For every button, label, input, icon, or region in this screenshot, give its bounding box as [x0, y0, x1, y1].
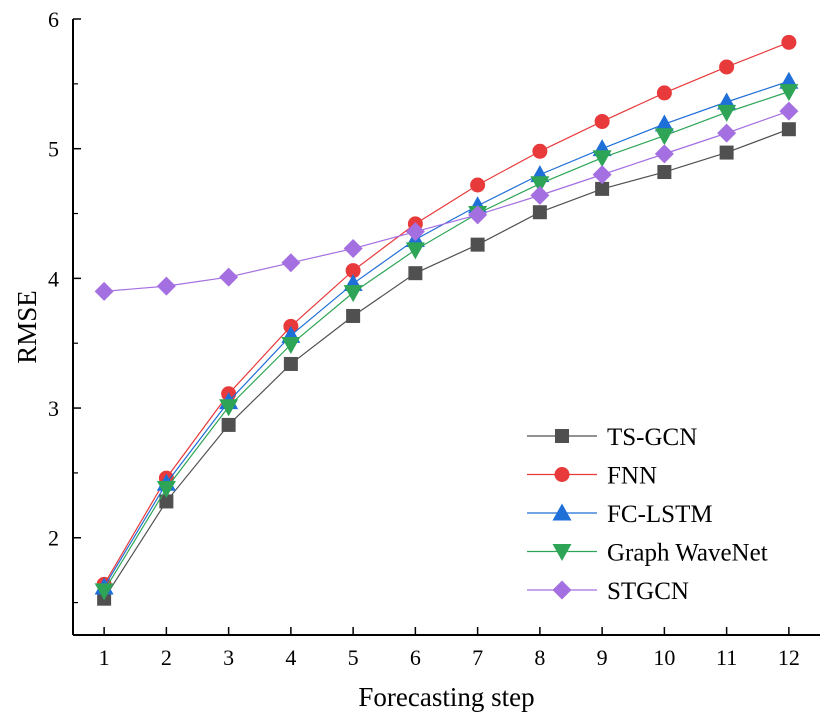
- data-point: [283, 356, 298, 371]
- data-point: [779, 84, 799, 102]
- data-point: [530, 176, 550, 194]
- data-point: [468, 205, 488, 225]
- data-point: [408, 266, 423, 281]
- data-point: [654, 144, 674, 164]
- series-stgcn: [94, 101, 799, 301]
- legend-item-fc-lstm: FC-LSTM: [527, 501, 713, 528]
- legend-item-graph-wavenet: Graph WaveNet: [527, 540, 768, 567]
- data-point: [532, 205, 547, 220]
- data-point: [779, 101, 799, 121]
- x-tick-label: 7: [472, 645, 483, 670]
- data-point: [219, 267, 239, 287]
- data-point: [219, 399, 239, 417]
- data-point: [343, 285, 363, 303]
- x-axis-title: Forecasting step: [358, 682, 534, 712]
- legend-label: STGCN: [607, 578, 689, 605]
- data-point: [94, 281, 114, 301]
- legend-marker: [552, 544, 572, 561]
- legend-label: FC-LSTM: [607, 501, 713, 528]
- data-point: [532, 143, 548, 159]
- legend-label: TS-GCN: [607, 424, 697, 451]
- x-tick-label: 8: [534, 645, 545, 670]
- x-tick-label: 1: [99, 645, 110, 670]
- legend-item-fnn: FNN: [527, 463, 657, 490]
- legend-marker: [554, 467, 570, 482]
- data-point: [221, 417, 236, 432]
- data-point: [781, 34, 797, 50]
- data-point: [717, 104, 737, 122]
- data-point: [343, 239, 363, 259]
- x-tick-label: 9: [597, 645, 608, 670]
- data-point: [781, 122, 796, 137]
- data-point: [405, 242, 425, 260]
- data-point: [156, 276, 176, 296]
- data-point: [717, 123, 737, 143]
- data-point: [594, 113, 610, 129]
- y-tick-label: 4: [48, 266, 59, 291]
- y-tick-label: 6: [48, 7, 59, 32]
- series-line: [103, 91, 790, 592]
- x-tick-label: 12: [778, 645, 800, 670]
- data-point: [530, 185, 550, 205]
- x-tick-label: 2: [161, 645, 172, 670]
- legend: TS-GCN FNN FC-LSTM Graph WaveNet STGCN: [527, 424, 768, 605]
- y-tick-label: 2: [48, 526, 59, 551]
- data-point: [654, 128, 674, 146]
- y-tick-label: 5: [48, 137, 59, 162]
- x-tick-label: 3: [223, 645, 234, 670]
- y-tick-label: 3: [48, 396, 59, 421]
- data-point: [346, 308, 361, 323]
- legend-item-stgcn: STGCN: [527, 578, 689, 605]
- data-point: [595, 181, 610, 196]
- legend-marker: [555, 429, 569, 443]
- data-point: [345, 263, 361, 279]
- legend-marker: [552, 503, 572, 521]
- data-point: [656, 85, 672, 101]
- data-point: [405, 222, 425, 242]
- data-point: [94, 583, 114, 601]
- x-tick-label: 6: [410, 645, 421, 670]
- data-point: [592, 150, 612, 168]
- data-point: [719, 145, 734, 160]
- legend-item-ts-gcn: TS-GCN: [527, 424, 697, 451]
- series-line: [103, 128, 790, 600]
- data-point: [592, 165, 612, 185]
- legend-label: FNN: [607, 463, 657, 490]
- data-point: [159, 494, 174, 509]
- legend-label: Graph WaveNet: [607, 540, 768, 567]
- x-tick-label: 11: [716, 645, 737, 670]
- data-point: [156, 480, 176, 498]
- series-line: [103, 80, 790, 588]
- x-tick-label: 4: [285, 645, 296, 670]
- data-point: [657, 165, 672, 180]
- data-point: [470, 177, 486, 193]
- data-point: [719, 59, 735, 75]
- series-line: [104, 110, 790, 292]
- data-point: [281, 253, 301, 273]
- series-line: [103, 41, 790, 585]
- data-point: [281, 337, 301, 355]
- series-layer: [94, 34, 799, 606]
- x-tick-label: 5: [348, 645, 359, 670]
- data-point: [470, 237, 485, 252]
- x-tick-label: 10: [653, 645, 675, 670]
- plot-area: [72, 19, 820, 636]
- data-point: [654, 114, 674, 132]
- legend-marker: [552, 580, 572, 600]
- series-ts-gcn: [97, 122, 796, 606]
- y-axis-title: RMSE: [12, 290, 42, 364]
